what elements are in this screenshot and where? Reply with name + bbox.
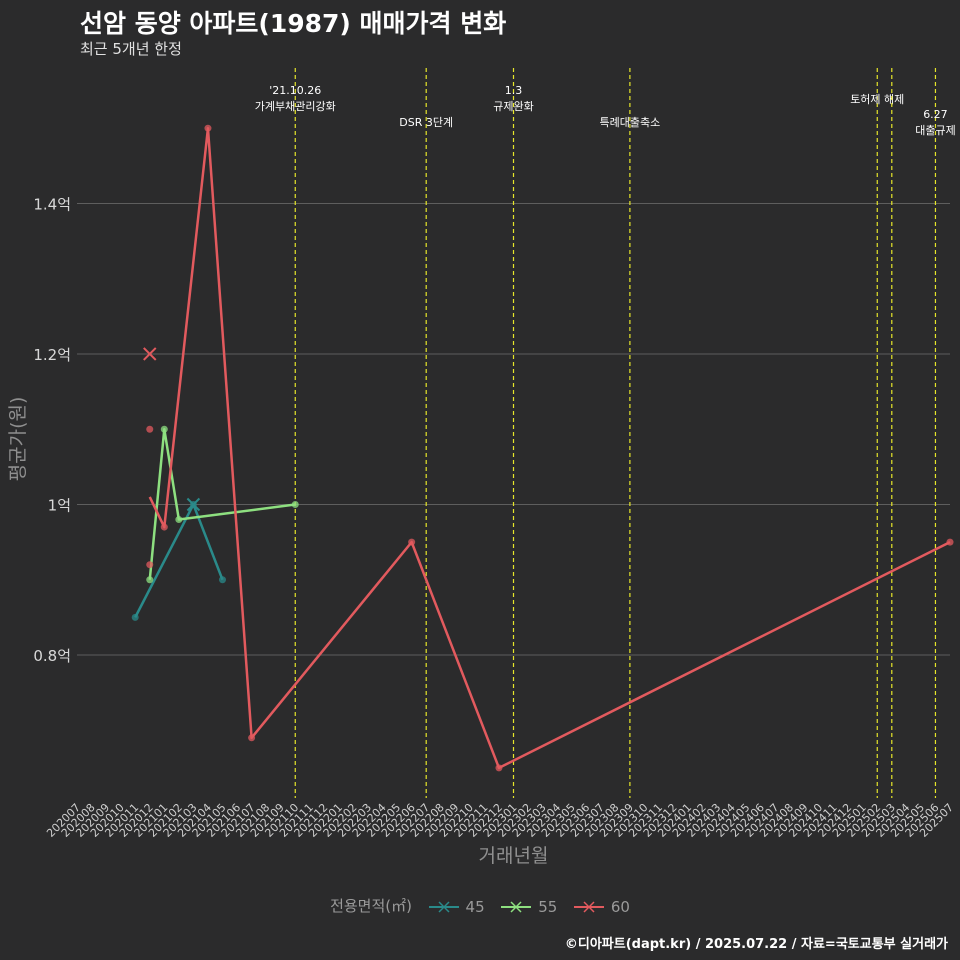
data-point [160, 523, 168, 531]
data-point [408, 538, 416, 546]
legend-item-60: 60 [572, 898, 630, 916]
data-point [146, 561, 154, 569]
data-point [131, 613, 139, 621]
data-point [204, 124, 212, 132]
x-axis-title: 거래년월 [479, 845, 549, 867]
event-label: DSR 3단계 [399, 116, 453, 129]
event-label: 1.3 [505, 84, 523, 97]
y-tick-label: 0.8억 [33, 647, 71, 665]
cross-marker [186, 497, 201, 512]
legend-item-55: 55 [499, 898, 557, 916]
y-axis-title: 평균가(원) [7, 397, 29, 482]
event-label: 토허제 해제 [850, 92, 904, 106]
series-line-55 [148, 427, 296, 580]
legend: 전용면적(㎡) 45 55 60 [0, 895, 960, 916]
legend-label-55: 55 [538, 897, 558, 916]
cross-marker [143, 347, 157, 361]
legend-key-45-icon [428, 901, 459, 913]
chart-title: 선암 동양 아파트(1987) 매매가격 변화 [80, 9, 507, 38]
event-label: 대출규제 [915, 124, 955, 137]
source-caption: ©디아파트(dapt.kr) / 2025.07.22 / 자료=국토교통부 실… [564, 937, 948, 952]
event-label: 가계부채관리강화 [255, 100, 336, 113]
event-label: 특례대출축소 [600, 116, 661, 129]
legend-label-60: 60 [610, 897, 630, 916]
legend-label-45: 45 [465, 897, 485, 916]
event-label: '21.10.26 [269, 84, 321, 97]
series-line-60 [148, 126, 951, 770]
legend-title: 전용면적(㎡) [330, 897, 412, 915]
event-label: 6.27 [923, 108, 948, 121]
data-point [495, 764, 503, 772]
data-point [291, 500, 299, 508]
legend-key-55-icon [501, 901, 532, 913]
data-point [146, 576, 154, 584]
chart-subtitle: 최근 5개년 한정 [80, 40, 182, 58]
data-point [219, 576, 226, 584]
data-point [946, 538, 954, 546]
data-point [248, 734, 256, 742]
data-point [175, 516, 183, 524]
legend-item-45: 45 [427, 898, 485, 916]
y-tick-label: 1.4억 [33, 195, 71, 213]
legend-key-60-icon [574, 901, 605, 913]
data-point [146, 425, 154, 433]
y-tick-label: 1.2억 [33, 346, 71, 364]
y-tick-label: 1억 [48, 496, 71, 514]
event-label: 규제완화 [493, 100, 533, 113]
data-point [160, 425, 168, 433]
